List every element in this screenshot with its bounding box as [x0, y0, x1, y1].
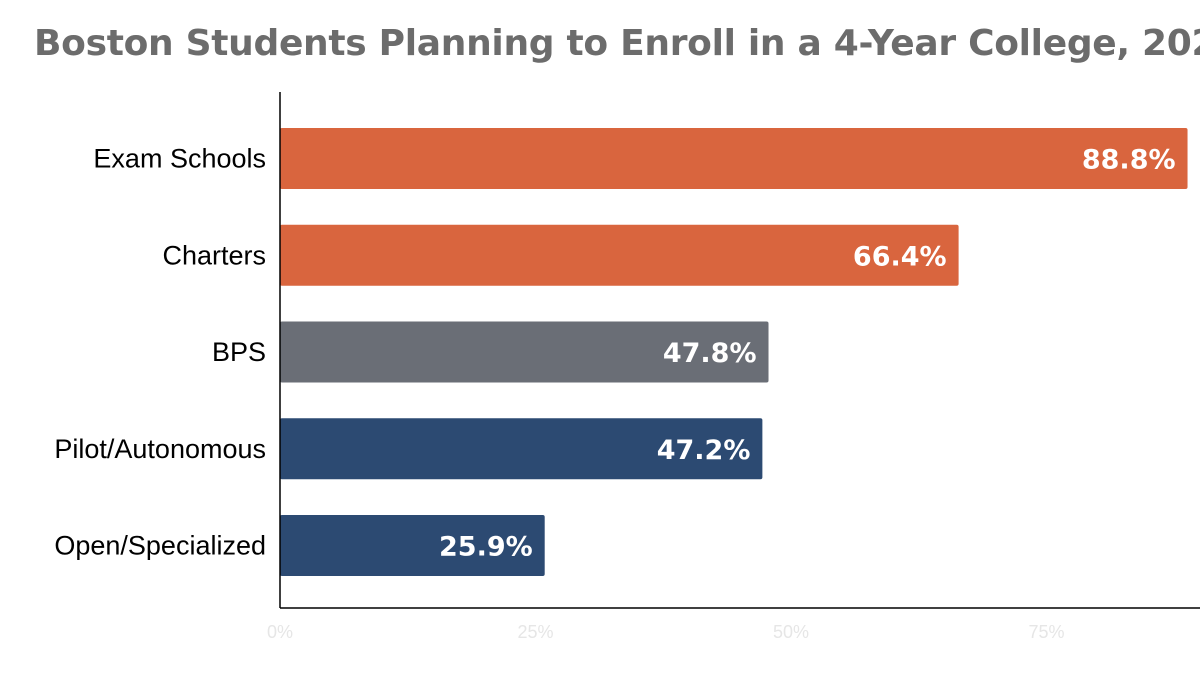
chart-title: Boston Students Planning to Enroll in a …: [34, 23, 1200, 64]
value-label-bps: 47.8%: [663, 338, 757, 369]
x-tick-label: 0%: [267, 622, 293, 642]
bar-pilot-autonomous: [280, 418, 763, 480]
category-label-open-specialized: Open/Specialized: [54, 531, 266, 561]
category-label-bps: BPS: [212, 337, 266, 367]
x-tick-label: 75%: [1028, 622, 1064, 642]
value-label-charters: 66.4%: [853, 241, 947, 272]
bar-exam-schools: [280, 128, 1188, 189]
x-tick-label: 50%: [773, 622, 809, 642]
category-label-charters: Charters: [162, 240, 266, 270]
category-label-pilot-autonomous: Pilot/Autonomous: [54, 434, 266, 464]
value-label-open-specialized: 25.9%: [439, 532, 533, 563]
value-label-pilot-autonomous: 47.2%: [657, 435, 751, 466]
bar-bps: [280, 321, 769, 383]
bar-open-specialized: [280, 515, 545, 576]
bars-group: [280, 128, 1188, 576]
bar-charters: [280, 224, 959, 286]
value-label-exam-schools: 88.8%: [1082, 145, 1176, 176]
labels-group: Exam Schools 88.8% Charters 66.4% BPS 47.8% Pi…: [54, 144, 1175, 563]
axes-group: 0% 25% 50% 75%: [267, 92, 1200, 642]
x-tick-label: 25%: [517, 622, 553, 642]
category-label-exam-schools: Exam Schools: [93, 144, 266, 174]
